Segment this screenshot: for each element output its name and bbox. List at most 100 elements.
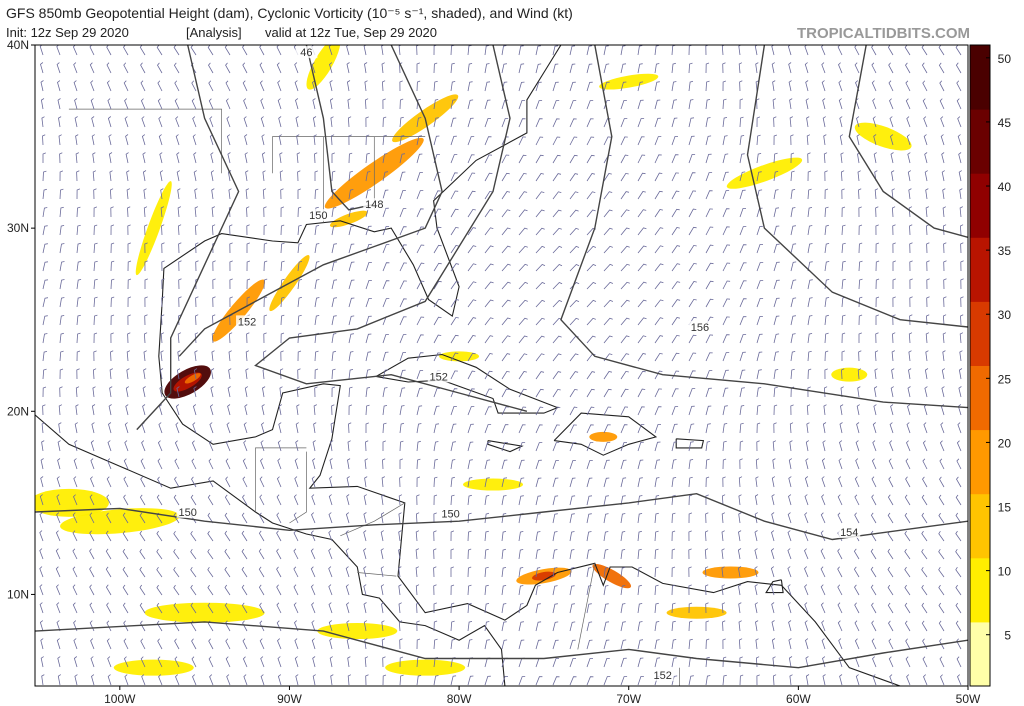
init-time: Init: 12z Sep 29 2020 bbox=[6, 25, 129, 40]
border bbox=[289, 451, 307, 524]
y-tick-label: 40N bbox=[7, 38, 29, 52]
border bbox=[577, 563, 596, 650]
vorticity-area bbox=[35, 488, 109, 517]
colorbar-tick-label: 35 bbox=[998, 244, 1012, 258]
coastline bbox=[487, 440, 524, 453]
contour-label-bg bbox=[176, 505, 199, 518]
height-contours: 46 148 150 152 152 156 150 150 154 152 bbox=[35, 45, 968, 682]
valid-time: valid at 12z Tue, Sep 29 2020 bbox=[265, 25, 437, 40]
height-contour bbox=[35, 492, 968, 541]
height-contour bbox=[560, 45, 968, 409]
vorticity-area bbox=[463, 478, 524, 491]
coastline bbox=[161, 45, 562, 318]
colorbar-segment bbox=[970, 493, 990, 559]
colorbar-tick-label: 15 bbox=[998, 501, 1012, 515]
colorbar-tick-label: 40 bbox=[998, 180, 1012, 194]
wind-barbs bbox=[39, 45, 964, 686]
colorbar-tick-label: 10 bbox=[998, 565, 1012, 579]
contour-label: 148 bbox=[365, 199, 383, 211]
x-tick-label: 50W bbox=[956, 692, 981, 706]
colorbar-segment bbox=[970, 621, 990, 687]
vorticity-area bbox=[726, 157, 803, 189]
vorticity-area bbox=[532, 571, 556, 581]
contour-label: 150 bbox=[441, 509, 459, 521]
map-frame bbox=[34, 44, 969, 687]
colorbar-tick-label: 30 bbox=[998, 308, 1012, 322]
vorticity-shading bbox=[35, 45, 912, 676]
height-contour bbox=[136, 45, 240, 431]
coastline bbox=[35, 414, 506, 686]
colorbar-tick-label: 45 bbox=[998, 116, 1012, 130]
border bbox=[68, 108, 222, 174]
vorticity-area bbox=[184, 373, 201, 384]
height-contour bbox=[848, 45, 968, 238]
colorbar-segment bbox=[970, 109, 990, 174]
colorbar-segment bbox=[970, 301, 990, 366]
y-tick-label: 20N bbox=[7, 404, 29, 418]
contour-label-bg bbox=[688, 320, 711, 333]
vorticity-area bbox=[599, 73, 659, 90]
colorbar-segment bbox=[970, 45, 990, 110]
vorticity-area bbox=[385, 659, 466, 676]
contour-label-bg bbox=[295, 46, 318, 59]
x-tick-label: 90W bbox=[277, 692, 302, 706]
source: TROPICALTIDBITS.COM bbox=[797, 25, 970, 42]
run-type: [Analysis] bbox=[186, 25, 242, 40]
contour-label: 152 bbox=[238, 316, 256, 328]
contour-label: 152 bbox=[653, 670, 671, 682]
colorbar-tick-label: 5 bbox=[1004, 629, 1011, 643]
vorticity-area bbox=[831, 367, 868, 382]
vorticity-area bbox=[329, 210, 368, 228]
contour-label-bg bbox=[439, 507, 462, 520]
coastline bbox=[158, 301, 901, 686]
contour-label-bg bbox=[838, 525, 861, 538]
vorticity-area bbox=[317, 623, 398, 640]
vorticity-area bbox=[589, 431, 618, 442]
height-contour bbox=[746, 45, 968, 328]
contour-label-bg bbox=[427, 370, 450, 383]
colorbar-segment bbox=[970, 429, 990, 495]
y-tick-label: 10N bbox=[7, 587, 29, 601]
contour-label: 150 bbox=[309, 210, 327, 222]
border bbox=[340, 502, 405, 537]
colorbar-frame bbox=[969, 44, 991, 687]
title: GFS 850mb Geopotential Height (dam), Cyc… bbox=[6, 5, 573, 21]
vorticity-area bbox=[854, 122, 912, 151]
contour-label: 46 bbox=[300, 47, 312, 59]
axes: 100W 90W 80W 70W 60W 50W 40N 30N 20N 10N bbox=[7, 38, 981, 706]
contour-label-bg bbox=[651, 668, 674, 681]
height-contour bbox=[254, 45, 528, 412]
contour-label: 152 bbox=[430, 371, 448, 383]
colorbar-segment bbox=[970, 365, 990, 431]
border bbox=[357, 572, 397, 577]
colorbar: 5 10 15 20 25 30 35 40 45 50 bbox=[969, 44, 1012, 687]
x-tick-label: 60W bbox=[786, 692, 811, 706]
colorbar-tick-label: 20 bbox=[998, 436, 1012, 450]
contour-label: 150 bbox=[178, 507, 196, 519]
x-tick-label: 80W bbox=[447, 692, 472, 706]
coastline bbox=[675, 438, 705, 449]
y-tick-label: 30N bbox=[7, 221, 29, 235]
x-tick-label: 70W bbox=[616, 692, 641, 706]
contour-label-bg bbox=[363, 198, 386, 211]
colorbar-tick-label: 50 bbox=[998, 52, 1012, 66]
wind-barb-field bbox=[39, 45, 964, 686]
height-contour bbox=[178, 45, 443, 357]
height-contour bbox=[35, 621, 968, 669]
contour-label-bg bbox=[307, 209, 330, 222]
colorbar-segment bbox=[970, 557, 990, 623]
vorticity-area bbox=[702, 566, 759, 579]
contour-label-bg bbox=[236, 315, 259, 328]
vorticity-area bbox=[592, 563, 632, 589]
contour-label: 154 bbox=[840, 527, 858, 539]
height-contour bbox=[305, 45, 375, 211]
contour-label: 156 bbox=[691, 322, 709, 334]
vorticity-area bbox=[439, 351, 480, 362]
x-tick-label: 100W bbox=[104, 692, 136, 706]
vorticity-area bbox=[666, 606, 727, 619]
vorticity-area bbox=[144, 602, 265, 623]
coastline bbox=[765, 579, 784, 594]
colorbar-segment bbox=[970, 237, 990, 302]
